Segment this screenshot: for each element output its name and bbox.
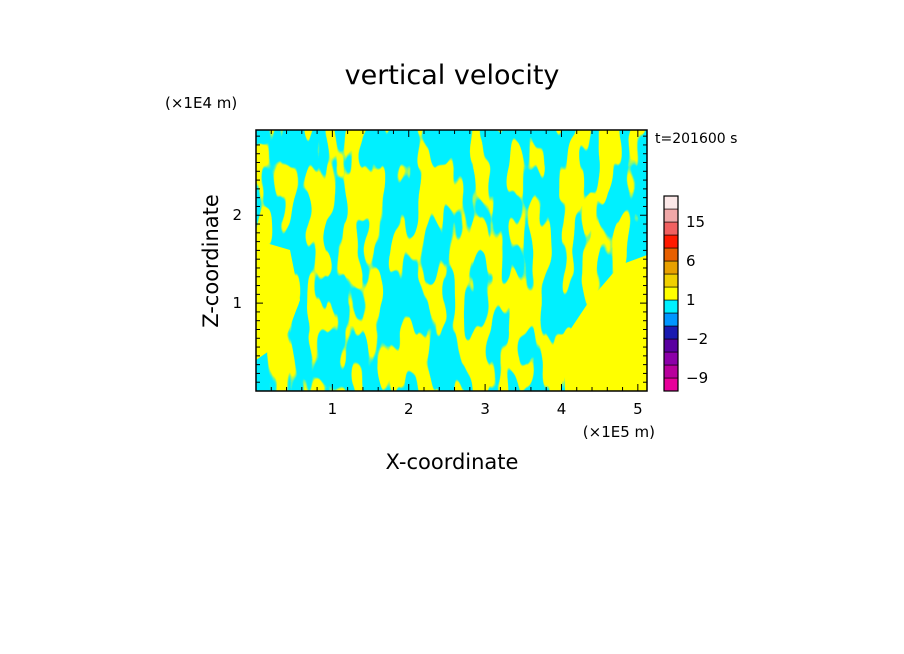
time-label: t=201600 s [655,131,737,147]
colorbar-labels: 15 6 1 −2 −9 [686,213,708,387]
colorbar-label: 15 [686,213,705,231]
y-axis-label: Z-coordinate [199,194,223,328]
x-tick-label: 1 [328,400,338,418]
colorbar-swatch [663,338,679,353]
colorbar-label: −2 [686,330,708,348]
colorbar-swatch [663,364,679,379]
axis-ticks [256,130,647,391]
colorbar-label: −9 [686,369,708,387]
x-tick-label: 4 [557,400,567,418]
x-tick-labels: 1 2 3 4 5 [328,400,643,418]
plot-area [256,130,647,391]
colorbar-label: 1 [686,291,696,309]
colorbar-label: 6 [686,252,696,270]
field-region-right [565,255,647,391]
y-tick-labels: 12 [232,206,242,312]
y-tick-label: 2 [232,206,242,224]
colorbar-swatch [663,325,679,340]
y-tick-label: 1 [232,294,242,312]
x-tick-label: 2 [404,400,414,418]
chart-title: vertical velocity [345,60,560,91]
colorbar [663,195,679,392]
colorbar-swatch [663,286,679,301]
x-axis-label: X-coordinate [386,450,519,474]
colorbar-swatch [663,208,679,223]
colorbar-swatch [663,195,679,210]
colorbar-swatch [663,221,679,236]
colorbar-frame [663,195,679,392]
y-axis-unit: (×1E4 m) [165,94,237,112]
colorbar-swatch [663,312,679,327]
colorbar-swatch [663,260,679,275]
x-tick-label: 3 [480,400,490,418]
plot-frame [255,129,648,392]
colorbar-swatch [663,273,679,288]
x-tick-label: 5 [633,400,643,418]
colorbar-swatch [663,247,679,262]
colorbar-swatch [663,299,679,314]
colorbar-swatch [663,377,679,392]
field-region-left [256,240,300,360]
x-axis-unit: (×1E5 m) [583,423,655,441]
colorbar-swatch [663,351,679,366]
colorbar-swatch [663,234,679,249]
